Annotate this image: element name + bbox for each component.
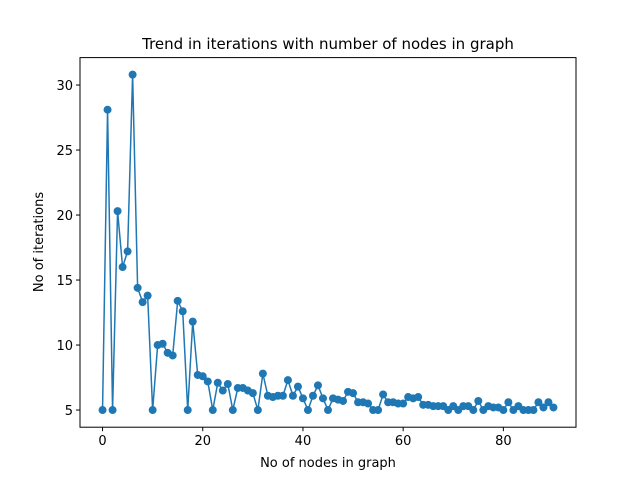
point <box>308 391 317 400</box>
y-axis-label: No of iterations <box>32 192 47 292</box>
x-tick-label: 60 <box>395 434 412 449</box>
point <box>529 406 538 415</box>
point <box>278 391 287 400</box>
point <box>544 398 553 407</box>
y-tick-label: 5 <box>65 404 73 419</box>
point <box>223 380 232 389</box>
point <box>303 406 312 415</box>
point <box>469 406 478 415</box>
y-tick-label: 20 <box>56 209 73 224</box>
point <box>253 406 262 415</box>
point <box>374 406 383 415</box>
y-tick-label: 30 <box>56 79 73 94</box>
point <box>364 399 373 408</box>
point <box>499 406 508 415</box>
point <box>108 406 117 415</box>
point <box>103 105 112 114</box>
point <box>399 399 408 408</box>
point <box>188 317 197 326</box>
point <box>183 406 192 415</box>
point <box>534 398 543 407</box>
point <box>123 247 132 256</box>
point <box>198 372 207 381</box>
point <box>148 406 157 415</box>
point <box>203 377 212 386</box>
point <box>283 376 292 385</box>
point <box>379 390 388 399</box>
point <box>168 351 177 360</box>
point <box>133 283 142 292</box>
point <box>324 406 332 415</box>
plot-frame <box>79 57 577 428</box>
point <box>113 207 122 216</box>
point <box>98 406 107 415</box>
point <box>349 389 358 398</box>
x-tick-label: 20 <box>194 434 211 449</box>
y-tick-label: 15 <box>56 274 73 289</box>
point <box>313 381 322 390</box>
point <box>504 398 513 407</box>
point <box>539 403 548 412</box>
point <box>138 298 147 307</box>
point <box>208 406 217 415</box>
point <box>213 378 222 387</box>
x-tick-label: 40 <box>295 434 312 449</box>
point <box>288 391 297 400</box>
y-tick-label: 10 <box>56 339 73 354</box>
point <box>549 403 558 412</box>
x-axis-label: No of nodes in graph <box>260 456 396 471</box>
point <box>414 393 423 402</box>
point <box>158 339 167 348</box>
point <box>143 291 152 300</box>
point <box>293 382 302 391</box>
x-tick-label: 80 <box>495 434 512 449</box>
point <box>228 406 237 415</box>
point <box>118 263 127 272</box>
point <box>339 396 348 405</box>
x-tick-label: 0 <box>98 434 106 449</box>
chart-title: Trend in iterations with number of nodes… <box>141 35 514 53</box>
point <box>128 70 137 79</box>
point <box>173 296 182 305</box>
point <box>248 389 257 398</box>
point <box>474 396 483 405</box>
point <box>178 307 187 316</box>
point <box>218 386 227 395</box>
y-tick-label: 25 <box>56 144 73 159</box>
point <box>258 369 267 378</box>
point <box>298 394 307 403</box>
point <box>318 394 327 403</box>
